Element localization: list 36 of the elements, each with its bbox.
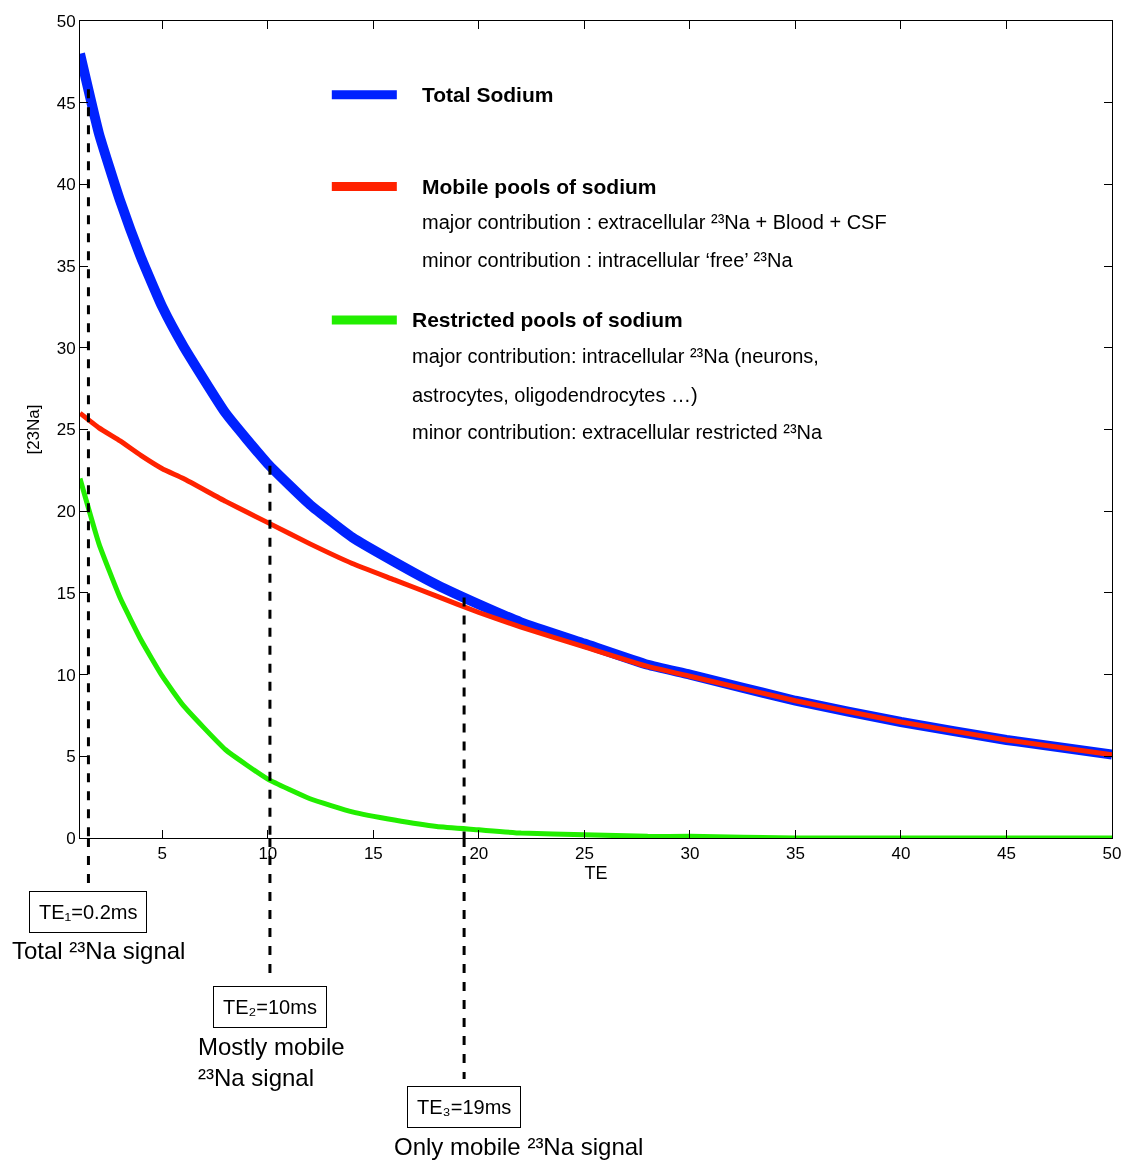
annotation: major contribution : extracellular ²³Na + Blood + CSF xyxy=(422,211,887,233)
text: TE₁=0.2ms xyxy=(39,901,138,923)
x-tick-label: 20 xyxy=(469,844,489,864)
text: TE₃=19ms xyxy=(417,1096,512,1118)
annotation: major contribution: intracellular ²³Na (neurons, xyxy=(412,345,819,367)
x-tick-label: 50 xyxy=(1102,844,1122,864)
annotation: minor contribution : intracellular ‘free’ ²³Na xyxy=(422,249,794,271)
y-tick-label: 15 xyxy=(56,583,76,603)
text: Only mobile ²³Na signal xyxy=(394,1133,644,1160)
annotation: astrocytes, oligodendrocytes …) xyxy=(412,384,698,406)
y-tick-label: 35 xyxy=(56,257,76,277)
y-tick-label: 0 xyxy=(66,828,76,848)
text: Total ²³Na signal xyxy=(12,937,186,964)
y-tick-label: 30 xyxy=(56,338,76,358)
text: TE₂=10ms xyxy=(223,996,317,1018)
legend-label: Mobile pools of sodium xyxy=(422,175,657,198)
x-tick-label: 45 xyxy=(997,844,1016,864)
y-tick-label: 40 xyxy=(56,175,76,195)
legend-label: Restricted pools of sodium xyxy=(412,308,683,331)
x-tick-label: 30 xyxy=(680,844,700,864)
y-tick-label: 45 xyxy=(56,93,76,113)
y-tick-label: 5 xyxy=(66,747,76,767)
x-tick-label: 40 xyxy=(891,844,911,864)
y-tick-label: 10 xyxy=(56,665,76,685)
y-tick-label: 25 xyxy=(56,420,76,440)
y-tick-label: 20 xyxy=(56,502,76,522)
legend-label: Total Sodium xyxy=(422,83,554,106)
x-tick-label: 15 xyxy=(363,844,383,864)
annotation: minor contribution: extracellular restricted ²³Na xyxy=(412,421,824,443)
x-tick-label: 5 xyxy=(157,844,168,864)
y-tick-label: 50 xyxy=(56,11,76,31)
x-tick-label: 35 xyxy=(785,844,805,864)
text: Mostly mobile ²³Na signal xyxy=(198,1033,345,1092)
x-tick-label: 25 xyxy=(574,844,594,864)
y-axis-title: [23Na] xyxy=(24,404,44,455)
x-axis-title: TE xyxy=(584,863,608,884)
